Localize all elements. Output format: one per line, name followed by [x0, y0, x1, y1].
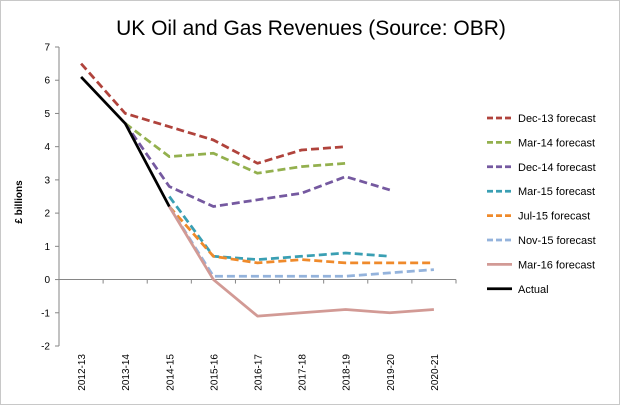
chart-title: UK Oil and Gas Revenues (Source: OBR) — [116, 17, 506, 40]
series-line-dec-13-forecast — [80, 62, 346, 165]
y-tick-label: 6 — [44, 76, 50, 87]
legend-label-mar-14-forecast: Mar-14 forecast — [518, 137, 595, 149]
legend: Dec-13 forecast Mar-14 forecast Dec-14 for… — [487, 113, 596, 296]
series-line-nov-15-forecast — [168, 205, 435, 278]
y-axis-label: £ billions — [14, 180, 25, 224]
x-tick-label: 2020-21 — [430, 354, 441, 391]
x-tick-label: 2018-19 — [342, 354, 353, 391]
series-line-mar-14-forecast — [124, 122, 346, 175]
axes: -2 -1 0 1 2 3 4 5 6 7 2012-13 2013-14 2014-15 2015-16… — [41, 43, 457, 391]
y-tick-label: -2 — [41, 342, 50, 353]
x-tick-label: 2014-15 — [165, 354, 176, 391]
x-tick-label: 2017-18 — [298, 354, 309, 391]
y-tick-label: -1 — [41, 308, 50, 319]
legend-label-jul-15-forecast: Jul-15 forecast — [518, 211, 590, 223]
legend-label-actual: Actual — [518, 284, 549, 296]
series-line-mar-16-forecast — [168, 205, 435, 318]
x-tick-label: 2012-13 — [77, 354, 88, 391]
series-lines — [80, 62, 435, 318]
y-tick-label: 0 — [44, 275, 50, 286]
legend-label-mar-15-forecast: Mar-15 forecast — [518, 186, 595, 198]
x-tick-label: 2016-17 — [254, 354, 265, 391]
y-tick-label: 3 — [44, 175, 50, 186]
x-tick-label: 2015-16 — [209, 354, 220, 391]
legend-label-nov-15-forecast: Nov-15 forecast — [518, 235, 596, 247]
series-line-dec-14-forecast — [124, 122, 391, 208]
x-tick-label: 2019-20 — [386, 354, 397, 391]
series-line-jul-15-forecast — [168, 205, 434, 265]
legend-label-dec-14-forecast: Dec-14 forecast — [518, 162, 596, 174]
series-line-mar-15-forecast — [168, 195, 390, 261]
y-tick-label: 2 — [44, 209, 50, 220]
series-line-actual — [80, 75, 171, 208]
legend-label-mar-16-forecast: Mar-16 forecast — [518, 259, 595, 271]
legend-label-dec-13-forecast: Dec-13 forecast — [518, 113, 596, 125]
y-tick-label: 7 — [44, 43, 50, 54]
y-tick-label: 4 — [44, 142, 50, 153]
y-tick-label: 5 — [44, 109, 50, 120]
x-tick-label: 2013-14 — [121, 354, 132, 391]
y-tick-label: 1 — [44, 242, 50, 253]
